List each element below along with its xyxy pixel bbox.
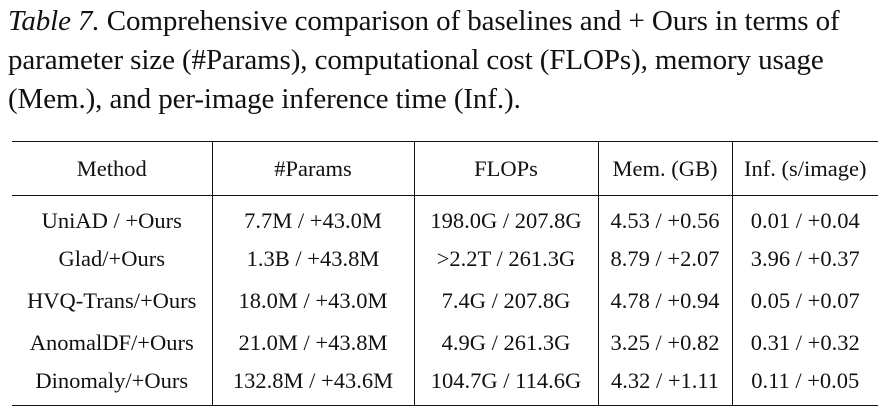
cell-params: 21.0M / +43.8M	[212, 321, 415, 364]
comparison-table: Method #Params FLOPs Mem. (GB) Inf. (s/i…	[12, 141, 878, 406]
cell-params: 1.3B / +43.8M	[212, 237, 415, 280]
cell-method: HVQ-Trans/+Ours	[12, 279, 213, 322]
cell-flops: 104.7G / 114.6G	[414, 363, 599, 406]
comparison-table-container: Method #Params FLOPs Mem. (GB) Inf. (s/i…	[12, 141, 878, 406]
cell-flops: >2.2T / 261.3G	[414, 237, 599, 280]
cell-method: Glad/+Ours	[12, 237, 213, 280]
caption-label: Table 7.	[8, 5, 100, 37]
cell-mem: 4.53 / +0.56	[598, 195, 733, 238]
header-method: Method	[12, 141, 213, 196]
cell-params: 7.7M / +43.0M	[212, 195, 415, 238]
cell-inf: 0.31 / +0.32	[750, 329, 860, 355]
table-row: AnomalDF/+Ours 21.0M / +43.8M 4.9G / 261…	[12, 321, 878, 364]
cell-mem: 8.79 / +2.07	[598, 237, 733, 280]
cell-method: AnomalDF/+Ours	[12, 321, 213, 364]
header-params: #Params	[212, 141, 415, 196]
header-row: Method #Params FLOPs Mem. (GB) Inf. (s/i…	[12, 141, 878, 196]
cell-inf: 0.05 / +0.07	[750, 287, 860, 313]
table-row: HVQ-Trans/+Ours 18.0M / +43.0M 7.4G / 20…	[12, 279, 878, 322]
cell-inf: 3.96 / +0.37	[750, 245, 860, 271]
cell-method: UniAD / +Ours	[12, 195, 213, 238]
cell-params: 132.8M / +43.6M	[212, 363, 415, 406]
cell-inf: 0.11 / +0.05	[751, 368, 860, 394]
cell-mem: 3.25 / +0.82	[598, 321, 733, 364]
table-row: UniAD / +Ours 7.7M / +43.0M 198.0G / 207…	[12, 195, 878, 238]
caption-text: Comprehensive comparison of baselines an…	[8, 5, 840, 115]
table-row: Glad/+Ours 1.3B / +43.8M >2.2T / 261.3G …	[12, 237, 878, 280]
header-inf: Inf. (s/image)	[732, 141, 878, 196]
table-row: Dinomaly/+Ours 132.8M / +43.6M 104.7G / …	[12, 363, 878, 406]
header-mem: Mem. (GB)	[598, 141, 733, 196]
cell-flops: 4.9G / 261.3G	[414, 321, 599, 364]
cell-params: 18.0M / +43.0M	[212, 279, 415, 322]
cell-inf: 0.01 / +0.04	[750, 207, 860, 233]
header-flops: FLOPs	[414, 141, 599, 196]
cell-method: Dinomaly/+Ours	[12, 363, 213, 406]
cell-flops: 7.4G / 207.8G	[414, 279, 599, 322]
cell-flops: 198.0G / 207.8G	[414, 195, 599, 238]
cell-mem: 4.78 / +0.94	[598, 279, 733, 322]
table-caption: Table 7. Comprehensive comparison of bas…	[8, 2, 878, 119]
cell-mem: 4.32 / +1.11	[598, 363, 733, 406]
